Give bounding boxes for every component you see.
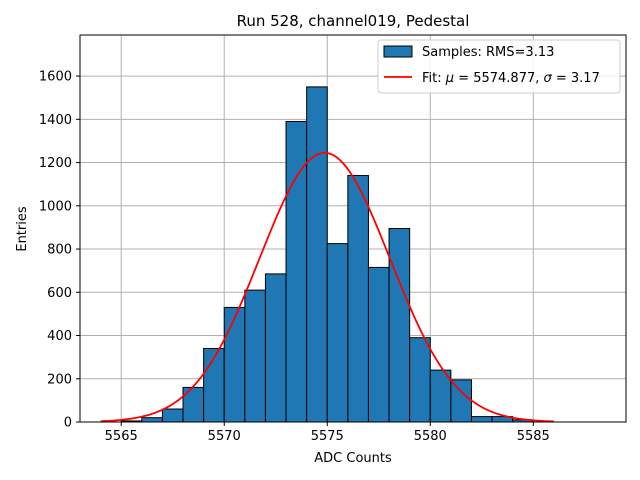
y-axis-label: Entries	[15, 206, 30, 252]
legend-fit-mu-value: = 5574.877,	[454, 71, 543, 86]
legend-fit-sigma-value: = 3.17	[552, 71, 600, 86]
y-tick-label: 1000	[39, 199, 72, 214]
y-tick-label: 1400	[39, 113, 72, 128]
y-tick-label: 0	[64, 416, 72, 431]
histogram-bar	[470, 416, 493, 423]
histogram-bar	[347, 175, 369, 423]
x-axis-label: ADC Counts	[314, 451, 392, 466]
x-tick-label: 5585	[517, 429, 550, 444]
plot-frame	[79, 34, 627, 423]
legend: Samples: RMS=3.13 Fit: μ = 5574.877, σ =…	[377, 39, 621, 94]
y-tick-label: 800	[47, 243, 72, 258]
histogram-bar	[388, 228, 411, 423]
histogram-bar	[161, 408, 184, 423]
y-tick-label: 1600	[39, 70, 72, 85]
histogram-bar	[429, 369, 452, 423]
histogram-bar	[244, 289, 266, 423]
histogram-bar	[306, 86, 328, 423]
histogram-bar	[367, 266, 390, 423]
legend-fit-mu-symbol: μ	[445, 71, 454, 86]
x-tick-label: 5570	[208, 429, 241, 444]
histogram-bar	[141, 417, 163, 423]
histogram-bar	[450, 379, 472, 423]
histogram-bar	[409, 337, 431, 423]
x-tick-label: 5565	[105, 429, 138, 444]
y-tick-label: 400	[47, 329, 72, 344]
y-tick-label: 600	[47, 286, 72, 301]
legend-fit-prefix: Fit:	[422, 71, 446, 86]
legend-fit-sigma-symbol: σ	[544, 71, 553, 86]
histogram-bar	[223, 306, 246, 423]
chart-title: Run 528, channel019, Pedestal	[237, 12, 470, 30]
x-tick-label: 5575	[311, 429, 344, 444]
histogram-bar	[326, 243, 349, 423]
y-tick-label: 1200	[39, 156, 72, 171]
histogram-bars	[120, 86, 534, 423]
x-tick-label: 5580	[414, 429, 447, 444]
legend-label-fit: Fit: μ = 5574.877, σ = 3.17	[422, 71, 600, 86]
legend-box	[377, 39, 621, 94]
legend-swatch-samples	[383, 45, 413, 58]
y-axis-ticks: 0 200 400 600 800 1000 1200 1400 1600	[39, 70, 80, 431]
y-tick-label: 200	[47, 372, 72, 387]
legend-label-samples: Samples: RMS=3.13	[422, 45, 554, 60]
x-axis-ticks: 5565 5570 5575 5580 5585	[105, 422, 550, 444]
gaussian-fit-curve	[100, 151, 554, 423]
histogram-bar	[264, 273, 287, 423]
